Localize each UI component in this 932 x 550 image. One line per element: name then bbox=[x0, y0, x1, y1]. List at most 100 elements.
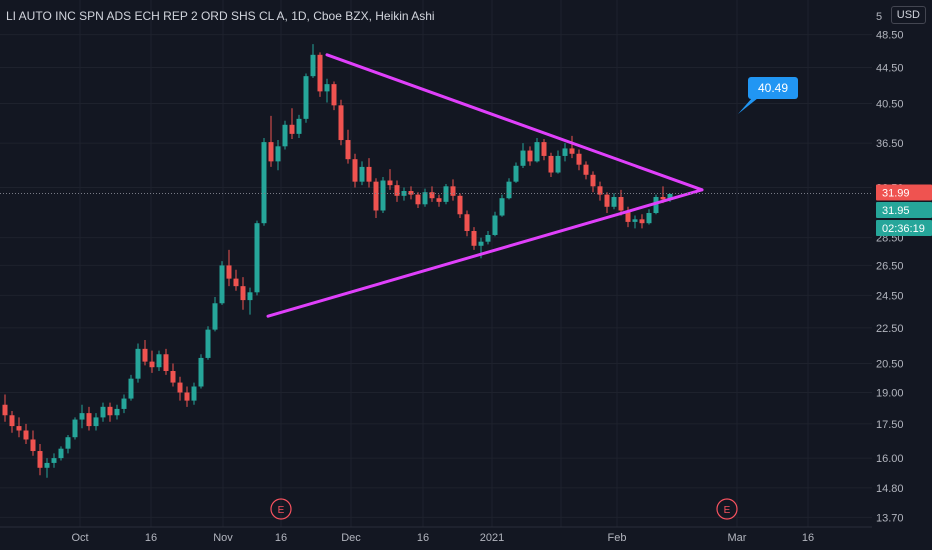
candlestick-series bbox=[2, 44, 673, 478]
candle-body bbox=[9, 415, 15, 427]
candle bbox=[324, 78, 330, 103]
candle-body bbox=[282, 124, 288, 147]
candle-body bbox=[576, 153, 582, 165]
currency-button[interactable]: USD bbox=[890, 6, 926, 24]
y-tick-label: 14.80 bbox=[876, 483, 904, 495]
callout-pointer bbox=[738, 98, 758, 114]
candle bbox=[198, 354, 204, 389]
candle-body bbox=[170, 370, 176, 383]
candle bbox=[583, 161, 589, 180]
earnings-label: E bbox=[724, 505, 731, 516]
candle-body bbox=[345, 140, 351, 160]
candle bbox=[604, 192, 610, 213]
candle bbox=[436, 194, 442, 207]
candle-body bbox=[653, 197, 659, 213]
candle-body bbox=[646, 212, 652, 224]
candle-body bbox=[352, 159, 358, 182]
candle bbox=[177, 376, 183, 401]
candle-body bbox=[485, 234, 491, 242]
resistance-trendline bbox=[325, 53, 704, 192]
price-tag-bg bbox=[876, 202, 932, 219]
candle-body bbox=[44, 462, 50, 468]
candle-body bbox=[359, 166, 365, 182]
candle-body bbox=[324, 84, 330, 92]
candle bbox=[471, 227, 477, 250]
candle bbox=[345, 129, 351, 164]
candle bbox=[149, 350, 155, 373]
candle-body bbox=[86, 413, 92, 427]
chart-grid bbox=[0, 0, 872, 527]
candle bbox=[317, 52, 323, 97]
candle-body bbox=[639, 219, 645, 224]
candle-body bbox=[51, 458, 57, 463]
candle bbox=[296, 114, 302, 138]
candle bbox=[492, 211, 498, 237]
candle-body bbox=[660, 197, 666, 200]
candle-body bbox=[604, 194, 610, 207]
y-tick-label: 17.50 bbox=[876, 419, 904, 431]
candle bbox=[128, 374, 134, 401]
candle bbox=[226, 249, 232, 287]
candle bbox=[415, 192, 421, 209]
candle bbox=[240, 277, 246, 310]
candle-body bbox=[464, 214, 470, 232]
candle bbox=[352, 153, 358, 188]
candle bbox=[142, 339, 148, 366]
candle-body bbox=[212, 303, 218, 330]
candle bbox=[268, 115, 274, 167]
candle bbox=[443, 183, 449, 205]
candle-body bbox=[107, 406, 113, 416]
candle-body bbox=[135, 348, 141, 379]
candle bbox=[373, 178, 379, 219]
candle bbox=[569, 135, 575, 159]
callout-label: 40.49 bbox=[758, 81, 788, 95]
candle-body bbox=[247, 292, 253, 301]
candle-body bbox=[65, 437, 71, 449]
y-tick-label: 13.70 bbox=[876, 512, 904, 524]
price-tag: 02:36:19 bbox=[876, 220, 932, 237]
candle-body bbox=[163, 354, 169, 371]
candle bbox=[23, 423, 29, 445]
candle-body bbox=[520, 150, 526, 166]
candle bbox=[275, 140, 281, 171]
y-tick-label: 26.50 bbox=[876, 260, 904, 272]
candle bbox=[16, 417, 22, 438]
candle bbox=[58, 446, 64, 461]
candle bbox=[261, 137, 267, 226]
y-tick-label: 40.50 bbox=[876, 98, 904, 110]
candle-body bbox=[478, 241, 484, 246]
candle-body bbox=[100, 406, 106, 418]
candle bbox=[464, 210, 470, 237]
candle-body bbox=[310, 54, 316, 77]
candle-body bbox=[156, 354, 162, 368]
candle bbox=[499, 194, 505, 217]
candle bbox=[65, 434, 71, 454]
candle-body bbox=[121, 398, 127, 409]
candle-body bbox=[23, 430, 29, 440]
candle bbox=[100, 402, 106, 422]
candle-body bbox=[618, 197, 624, 211]
candle bbox=[9, 411, 15, 433]
candle-body bbox=[611, 197, 617, 207]
candle bbox=[121, 394, 127, 414]
x-tick-label: 16 bbox=[417, 532, 429, 544]
candle bbox=[191, 382, 197, 405]
x-tick-label: Mar bbox=[728, 532, 747, 544]
candle bbox=[646, 209, 652, 225]
candle bbox=[156, 350, 162, 371]
candle bbox=[422, 188, 428, 207]
candle-body bbox=[226, 265, 232, 279]
candle bbox=[576, 149, 582, 171]
candle-body bbox=[289, 124, 295, 134]
candle-body bbox=[632, 219, 638, 222]
candle-body bbox=[37, 451, 43, 468]
candle-body bbox=[471, 231, 477, 246]
candle-body bbox=[387, 180, 393, 186]
candle bbox=[597, 181, 603, 201]
candle bbox=[289, 108, 295, 140]
candle-body bbox=[429, 192, 435, 199]
candle bbox=[338, 99, 344, 146]
candle bbox=[135, 343, 141, 383]
candle-body bbox=[408, 191, 414, 195]
